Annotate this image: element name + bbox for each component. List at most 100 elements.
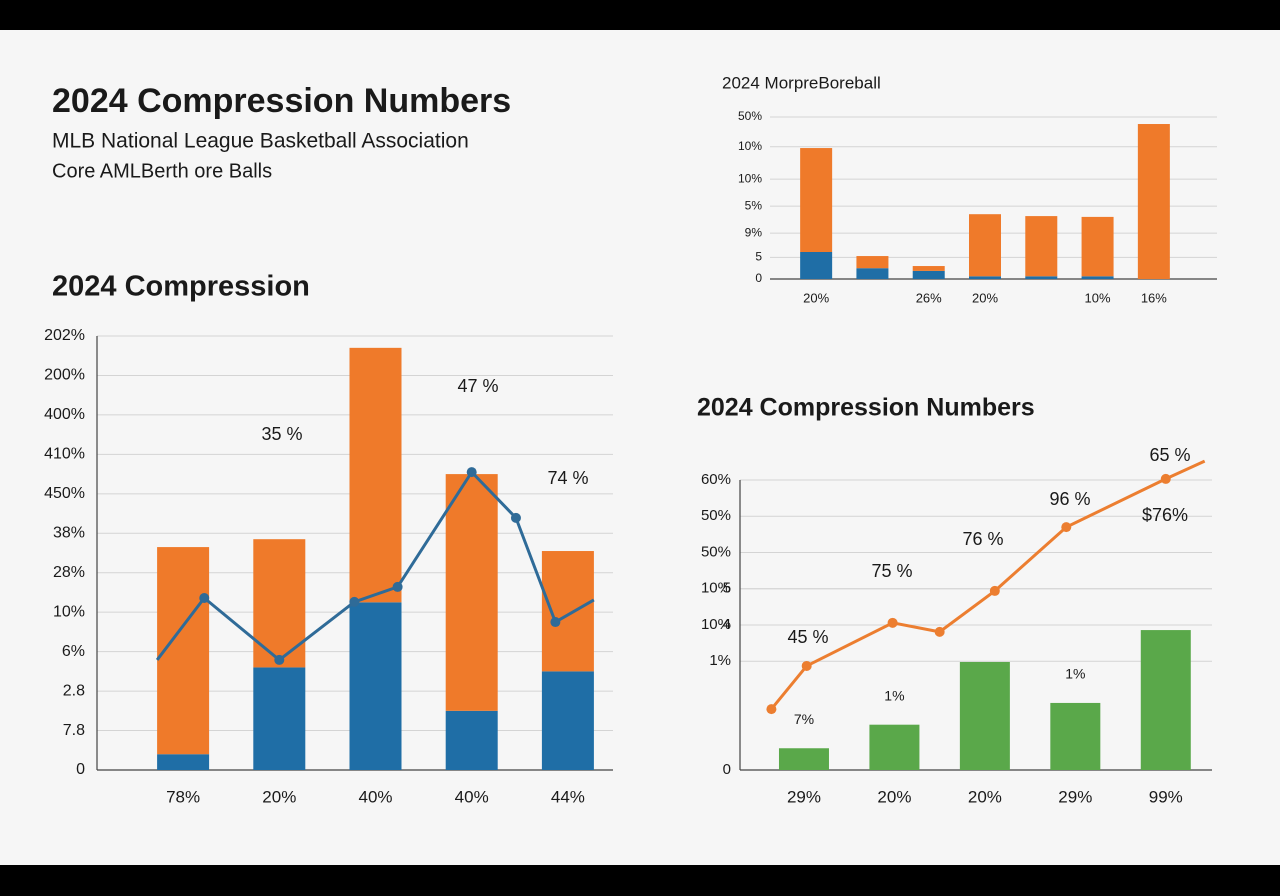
x-tick-label: 29% [1058, 787, 1092, 806]
bar [1137, 124, 1170, 280]
bar [778, 748, 829, 770]
line-point [801, 660, 812, 671]
bar [959, 661, 1010, 770]
bar [1025, 276, 1058, 279]
subtitle: MLB National League Basketball Associati… [52, 130, 469, 153]
bar [1050, 702, 1101, 770]
annotation: 65 % [1149, 445, 1190, 465]
line-point [392, 581, 403, 592]
y-tick-label: 4 [723, 616, 731, 633]
y-tick-label: 400% [44, 406, 85, 423]
y-tick-label: 202% [44, 327, 85, 344]
y-tick-label: 10% [701, 580, 731, 597]
page-title: 2024 Compression Numbers [52, 82, 511, 120]
x-tick-label: 26% [916, 290, 942, 305]
bar [157, 754, 210, 770]
y-tick-label: 50% [738, 109, 762, 123]
bar [541, 671, 594, 770]
y-tick-label: 450% [44, 485, 85, 502]
x-tick-label: 10% [1085, 290, 1111, 305]
y-tick-label: 9% [745, 225, 763, 239]
y-tick-label: 6% [62, 643, 85, 660]
line-point [466, 467, 477, 478]
y-tick-label: 50% [701, 543, 731, 560]
bar [856, 256, 889, 269]
y-tick-label: 50% [701, 507, 731, 524]
y-tick-label: 0 [755, 271, 762, 285]
x-tick-label: 78% [166, 787, 200, 806]
y-tick-label: 38% [53, 524, 85, 541]
bar [253, 667, 306, 770]
x-tick-label: 20% [262, 787, 296, 806]
x-tick-label: 99% [1149, 787, 1183, 806]
bar [969, 276, 1001, 279]
annotation: 76 % [962, 529, 1003, 549]
bar [253, 539, 306, 668]
note: Core AMLBerth ore Balls [52, 160, 272, 182]
line-point [199, 592, 210, 603]
data-label: 1% [1065, 666, 1085, 682]
data-label: 1% [884, 687, 904, 703]
line-point [550, 617, 561, 628]
chart-title: 2024 MorpreBoreball [722, 73, 881, 92]
y-tick-label: 1% [709, 652, 731, 669]
x-tick-label: 20% [877, 787, 911, 806]
annotation: 47 % [457, 376, 498, 396]
line-point [1160, 473, 1171, 484]
line-point [349, 596, 360, 607]
y-tick-label: 200% [44, 367, 85, 384]
bar [349, 602, 402, 770]
bar [445, 710, 498, 770]
y-tick-label: 5 [755, 250, 762, 264]
chart-title: 2024 Compression [52, 271, 310, 303]
x-tick-label: 29% [787, 787, 821, 806]
y-tick-label: 10% [738, 139, 762, 153]
annotation: 75 % [871, 561, 912, 581]
y-tick-label: 10% [53, 603, 85, 620]
line-point [510, 512, 521, 523]
y-tick-label: 5% [745, 198, 763, 212]
y-tick-label: 10% [738, 171, 762, 185]
y-tick-label: 28% [53, 564, 85, 581]
y-tick-label: 60% [701, 471, 731, 488]
bar [969, 214, 1001, 277]
line-point [887, 617, 898, 628]
y-tick-label: 7.8 [63, 722, 85, 739]
x-tick-label: 20% [803, 290, 829, 305]
line [770, 459, 1206, 711]
chart-title: 2024 Compression Numbers [697, 394, 1035, 422]
x-tick-label: 20% [972, 290, 998, 305]
bar [1081, 276, 1114, 279]
y-tick-label: 2.8 [63, 682, 85, 699]
line-point [766, 704, 777, 715]
bar [912, 270, 945, 279]
x-tick-label: 44% [551, 787, 585, 806]
bar [856, 268, 889, 279]
bar [800, 148, 833, 252]
line-point [1061, 522, 1072, 533]
y-tick-label: 410% [44, 446, 85, 463]
y-tick-label: 5 [723, 580, 731, 597]
bar [1025, 216, 1058, 277]
line-point [274, 654, 285, 665]
bar [1140, 630, 1191, 770]
line-point [989, 585, 1000, 596]
y-tick-label: 10% [701, 616, 731, 633]
bar [869, 724, 920, 770]
x-tick-label: 20% [968, 787, 1002, 806]
bar [800, 252, 833, 279]
x-tick-label: 40% [358, 787, 392, 806]
annotation: 45 % [787, 627, 828, 647]
bar [349, 347, 402, 603]
bar [912, 266, 945, 271]
bar [445, 474, 498, 711]
annotation: $76% [1142, 505, 1188, 525]
y-tick-label: 0 [76, 761, 85, 778]
x-tick-label: 16% [1141, 290, 1167, 305]
annotation: 96 % [1049, 489, 1090, 509]
y-tick-label: 0 [723, 761, 731, 778]
annotation: 35 % [261, 424, 302, 444]
annotation: 74 % [547, 468, 588, 488]
